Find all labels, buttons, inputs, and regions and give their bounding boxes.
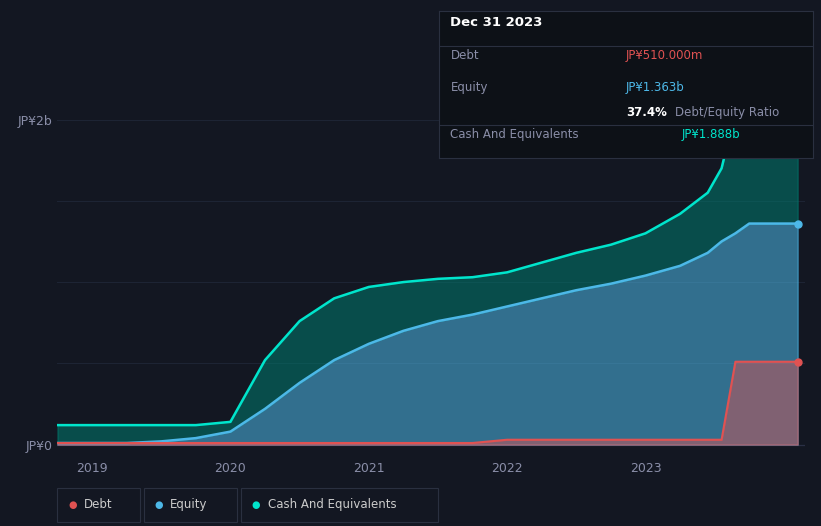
Text: ●: ●	[154, 500, 163, 510]
Text: ●: ●	[252, 500, 260, 510]
Text: JP¥510.000m: JP¥510.000m	[626, 49, 704, 62]
Text: Debt: Debt	[451, 49, 479, 62]
Text: JP¥1.888b: JP¥1.888b	[682, 128, 741, 141]
Text: Cash And Equivalents: Cash And Equivalents	[268, 499, 397, 511]
Text: Debt/Equity Ratio: Debt/Equity Ratio	[675, 106, 779, 119]
Text: 37.4%: 37.4%	[626, 106, 667, 119]
Text: Debt: Debt	[84, 499, 112, 511]
Text: Cash And Equivalents: Cash And Equivalents	[451, 128, 579, 141]
Text: Equity: Equity	[451, 81, 488, 94]
Text: JP¥1.363b: JP¥1.363b	[626, 81, 685, 94]
Text: Equity: Equity	[170, 499, 208, 511]
Text: Dec 31 2023: Dec 31 2023	[451, 16, 543, 29]
Text: ●: ●	[68, 500, 76, 510]
